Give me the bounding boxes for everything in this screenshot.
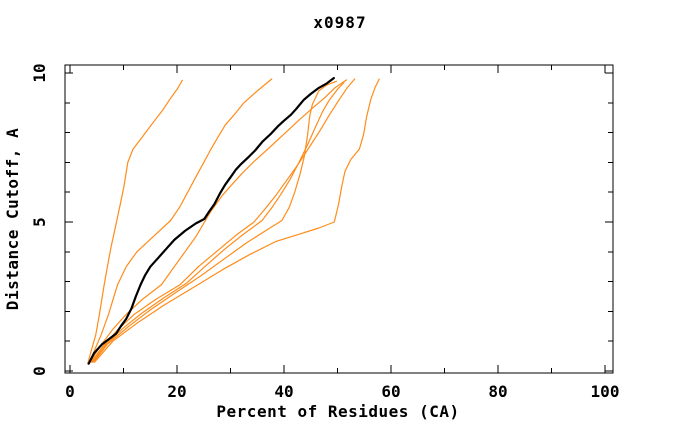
- curve-model-3: [89, 79, 348, 363]
- y-tick-label: 0: [30, 366, 49, 376]
- x-tick-label: 60: [381, 382, 400, 401]
- plot-frame: [64, 64, 614, 374]
- x-tick-label: 20: [167, 382, 186, 401]
- y-axis-title: Distance Cutoff, A: [3, 128, 22, 310]
- x-tick-label: 0: [65, 382, 75, 401]
- curve-model-5: [91, 81, 345, 363]
- axis-tick-labels: 0 20 40 60 80 100 0 5 10: [30, 63, 619, 401]
- curve-reference: [87, 76, 335, 365]
- chart-title: x0987: [313, 13, 366, 32]
- x-tick-label: 40: [274, 382, 293, 401]
- x-tick-label: 100: [591, 382, 620, 401]
- x-axis-title: Percent of Residues (CA): [216, 402, 459, 421]
- axis-ticks: [65, 65, 613, 373]
- curve-model-1: [87, 79, 183, 365]
- y-tick-label: 10: [30, 63, 49, 82]
- curve-model-2: [88, 78, 273, 365]
- curve-model-4: [90, 78, 356, 363]
- y-tick-label: 5: [30, 217, 49, 227]
- curve-model-7: [93, 78, 380, 363]
- curve-model-6: [92, 80, 337, 363]
- data-curves: [87, 76, 380, 365]
- x-tick-label: 80: [488, 382, 507, 401]
